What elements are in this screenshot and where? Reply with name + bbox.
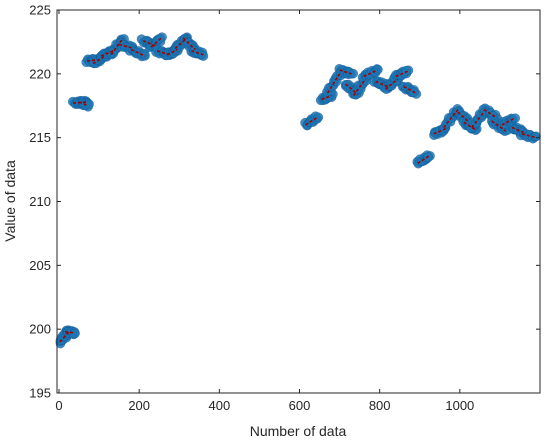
data-point <box>531 131 541 142</box>
data-point <box>510 113 521 124</box>
trend-line <box>182 37 196 51</box>
trend-line <box>417 154 431 164</box>
x-tick-label: 1000 <box>445 398 474 413</box>
y-tick-label: 210 <box>29 194 51 209</box>
data-point <box>401 65 412 76</box>
data-point <box>70 328 80 339</box>
data-cluster <box>124 44 150 62</box>
data-point <box>198 51 209 61</box>
trend-line <box>433 127 447 135</box>
trend-line <box>457 111 469 122</box>
trend-line <box>471 111 485 128</box>
trend-line <box>150 37 162 48</box>
data-point <box>348 68 359 79</box>
x-tick-label: 800 <box>369 398 391 413</box>
y-axis-label: Value of data <box>2 160 18 242</box>
trend-line <box>463 121 477 131</box>
trend-line <box>403 85 417 94</box>
trend-line <box>174 37 188 49</box>
data-point <box>313 112 324 123</box>
trend-line <box>511 126 525 134</box>
x-tick-label: 200 <box>128 398 150 413</box>
trend-line <box>375 80 388 88</box>
trend-line <box>191 50 204 56</box>
trend-line <box>521 133 537 139</box>
data-cluster <box>60 325 80 340</box>
y-tick-label: 225 <box>29 3 51 18</box>
x-axis-ticks: 0 200 400 600 800 1000 <box>55 10 474 413</box>
y-tick-label: 205 <box>29 258 51 273</box>
x-axis-label: Number of data <box>250 423 347 439</box>
trend-line <box>339 69 352 75</box>
y-tick-label: 200 <box>29 322 51 337</box>
plot-area <box>57 10 540 393</box>
trend-line <box>352 78 367 97</box>
trend-line <box>501 117 515 126</box>
y-axis-ticks: 195 200 205 210 215 220 225 <box>29 3 540 401</box>
x-tick-label: 0 <box>55 398 62 413</box>
trend-line <box>345 83 359 95</box>
data-point <box>372 64 383 75</box>
trend-line <box>64 330 76 334</box>
trend-line <box>92 55 106 65</box>
trend-line <box>59 331 70 343</box>
trend-line <box>305 116 318 126</box>
data-cluster <box>397 81 422 99</box>
y-tick-label: 195 <box>29 386 51 401</box>
data-cluster <box>186 44 209 61</box>
trend-line <box>483 108 497 118</box>
trend-line <box>166 48 178 56</box>
y-tick-label: 220 <box>29 66 51 81</box>
trend-line <box>100 50 114 57</box>
trend-line <box>130 48 146 57</box>
trend-line <box>321 94 332 101</box>
trend-line <box>110 37 124 56</box>
data-marks <box>55 32 541 349</box>
trend-line <box>86 58 98 62</box>
trend-line <box>385 78 399 90</box>
trend-line <box>326 73 341 94</box>
x-tick-label: 600 <box>289 398 311 413</box>
y-tick-label: 215 <box>29 130 51 145</box>
x-tick-label: 400 <box>208 398 230 413</box>
trend-line <box>363 69 378 78</box>
trend-line <box>443 109 459 128</box>
trend-line <box>395 70 409 78</box>
data-cluster <box>515 128 541 144</box>
trend-line <box>118 43 134 50</box>
trend-line <box>491 120 507 132</box>
trend-line <box>78 101 89 107</box>
